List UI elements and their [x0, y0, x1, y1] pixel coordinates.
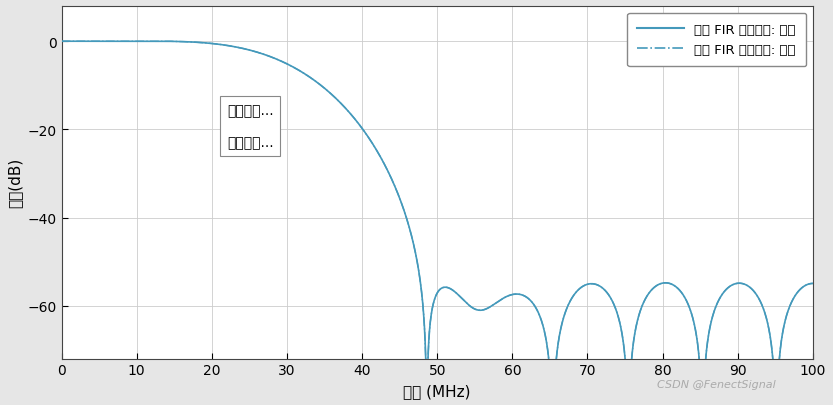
低通 FIR 最小二乘: 参考: (48.9, -67.1): 参考: (48.9, -67.1) [424, 335, 434, 340]
Y-axis label: 幅值(dB): 幅值(dB) [7, 158, 22, 208]
低通 FIR 最小二乘: 量化: (4.14, -0.00284): 量化: (4.14, -0.00284) [87, 40, 97, 45]
X-axis label: 频率 (MHz): 频率 (MHz) [403, 383, 471, 398]
低通 FIR 最小二乘: 参考: (100, -54.9): 参考: (100, -54.9) [808, 281, 818, 286]
低通 FIR 最小二乘: 量化: (48.9, -67.1): 量化: (48.9, -67.1) [424, 335, 434, 340]
低通 FIR 最小二乘: 参考: (94.7, -73.1): 参考: (94.7, -73.1) [768, 361, 778, 366]
低通 FIR 最小二乘: 量化: (48.5, -75): 量化: (48.5, -75) [421, 369, 431, 374]
低通 FIR 最小二乘: 量化: (100, -54.9): 量化: (100, -54.9) [808, 281, 818, 286]
低通 FIR 最小二乘: 参考: (11.3, 0.012): 参考: (11.3, 0.012) [142, 40, 152, 45]
低通 FIR 最小二乘: 参考: (48.5, -75): 参考: (48.5, -75) [421, 369, 431, 374]
低通 FIR 最小二乘: 量化: (0, 0): 量化: (0, 0) [57, 40, 67, 45]
Text: CSDN @FenectSignal: CSDN @FenectSignal [657, 379, 776, 389]
低通 FIR 最小二乘: 量化: (94.7, -73.1): 量化: (94.7, -73.1) [768, 361, 778, 366]
低通 FIR 最小二乘: 量化: (5.98, -0.00237): 量化: (5.98, -0.00237) [102, 40, 112, 45]
Line: 低通 FIR 最小二乘: 参考: 低通 FIR 最小二乘: 参考 [62, 42, 813, 372]
Line: 低通 FIR 最小二乘: 量化: 低通 FIR 最小二乘: 量化 [62, 42, 813, 372]
低通 FIR 最小二乘: 量化: (11.3, 0.012): 量化: (11.3, 0.012) [142, 40, 152, 45]
低通 FIR 最小二乘: 参考: (0.45, -5.67e-05): 参考: (0.45, -5.67e-05) [60, 40, 70, 45]
低通 FIR 最小二乘: 参考: (4.14, -0.00284): 参考: (4.14, -0.00284) [87, 40, 97, 45]
Text: 分析参数...

采样频率...: 分析参数... 采样频率... [227, 104, 273, 150]
低通 FIR 最小二乘: 量化: (19.6, -0.45): 量化: (19.6, -0.45) [204, 42, 214, 47]
低通 FIR 最小二乘: 参考: (19.6, -0.45): 参考: (19.6, -0.45) [204, 42, 214, 47]
Legend: 低通 FIR 最小二乘: 量化, 低通 FIR 最小二乘: 参考: 低通 FIR 最小二乘: 量化, 低通 FIR 最小二乘: 参考 [627, 13, 806, 67]
低通 FIR 最小二乘: 量化: (0.45, -5.67e-05): 量化: (0.45, -5.67e-05) [60, 40, 70, 45]
低通 FIR 最小二乘: 参考: (5.98, -0.00237): 参考: (5.98, -0.00237) [102, 40, 112, 45]
低通 FIR 最小二乘: 参考: (0, 0): 参考: (0, 0) [57, 40, 67, 45]
